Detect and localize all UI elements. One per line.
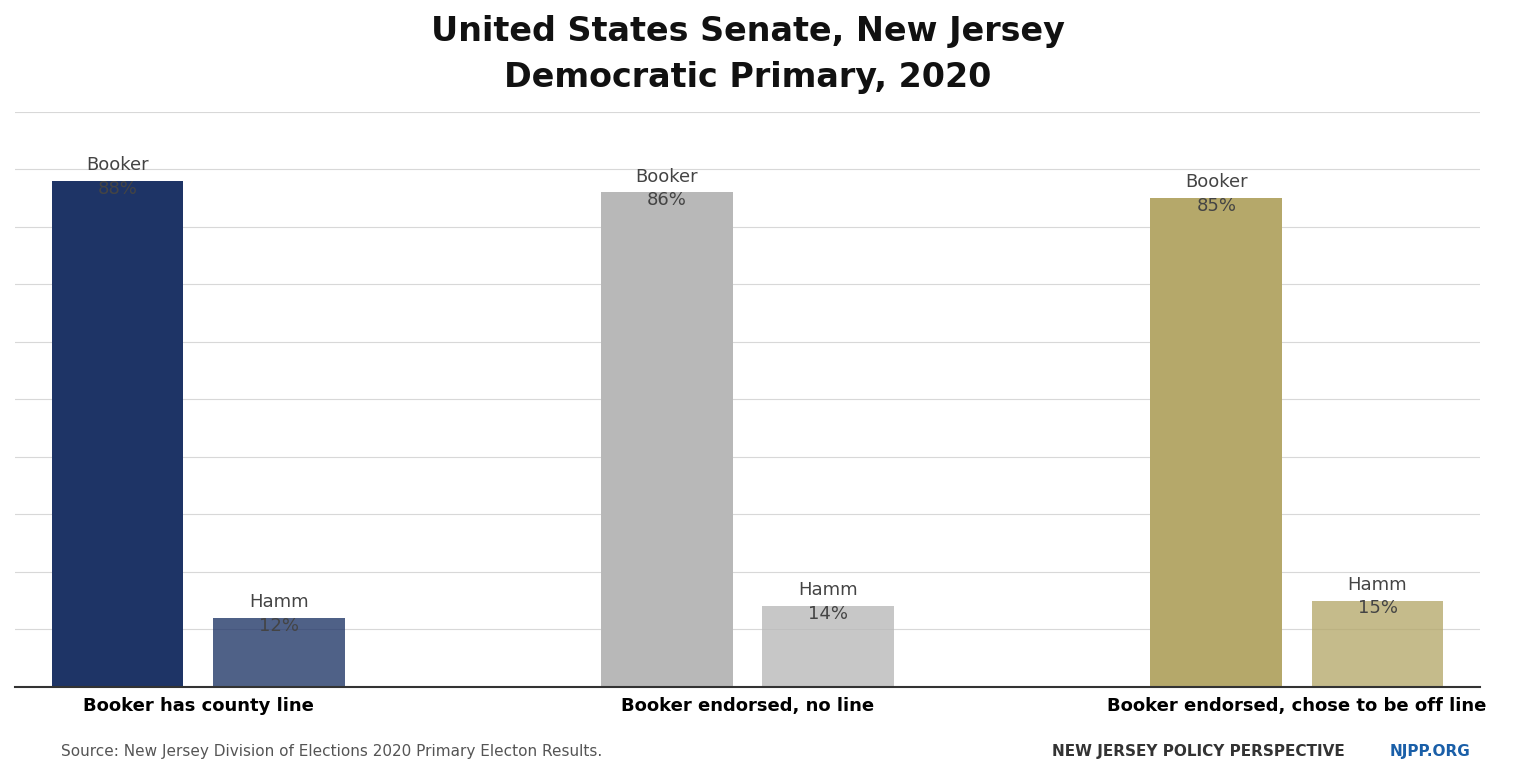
Text: 88%: 88% [98,180,138,198]
Text: NJPP.ORG: NJPP.ORG [1390,743,1471,759]
Bar [214,618,344,687]
Title: United States Senate, New Jersey
Democratic Primary, 2020: United States Senate, New Jersey Democra… [430,15,1064,94]
Text: Booker: Booker [636,167,699,186]
Text: Hamm: Hamm [799,581,859,600]
Text: Hamm: Hamm [249,593,309,611]
Bar [1150,198,1283,687]
Text: 86%: 86% [647,191,687,210]
Text: 15%: 15% [1358,600,1398,617]
Text: Booker: Booker [86,156,149,174]
Text: 14%: 14% [808,605,848,624]
Bar [1312,601,1444,687]
Bar [601,193,733,687]
Bar [52,181,183,687]
Text: NEW JERSEY POLICY PERSPECTIVE: NEW JERSEY POLICY PERSPECTIVE [1052,743,1346,759]
Bar [762,607,894,687]
Text: 85%: 85% [1197,197,1236,215]
Text: Booker: Booker [1186,174,1247,191]
Text: 12%: 12% [258,617,298,634]
Text: Hamm: Hamm [1347,576,1407,594]
Text: Source: New Jersey Division of Elections 2020 Primary Electon Results.: Source: New Jersey Division of Elections… [61,743,602,759]
